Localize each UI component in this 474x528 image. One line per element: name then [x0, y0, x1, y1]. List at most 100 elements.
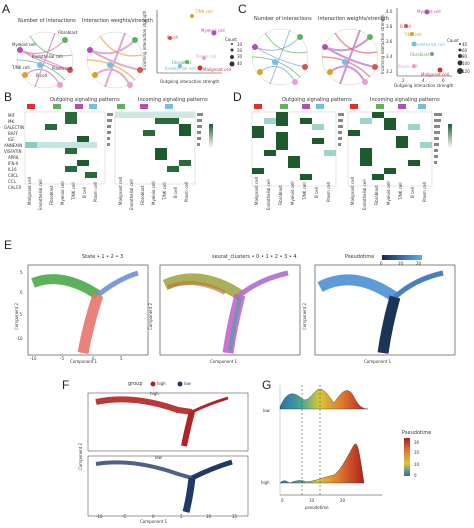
- f-xtick-0: -10: [96, 514, 103, 519]
- b-col-out-5: B cell: [82, 187, 87, 198]
- f-sub-high: high: [150, 391, 159, 396]
- c-circle-plots: [251, 28, 379, 86]
- e-pt-tick-1: 10: [398, 261, 404, 266]
- b-row-2: GALECTIN: [4, 125, 24, 130]
- g-legend-v1: 20: [414, 450, 420, 455]
- panel-label-c: C: [238, 2, 247, 16]
- b-row-1: MK: [8, 119, 15, 124]
- a-circle-plots: [16, 31, 144, 89]
- f-xlabel: Component 1: [140, 519, 168, 524]
- panel-label-f: F: [62, 378, 70, 392]
- c-ytick-1: 3.8: [386, 24, 393, 29]
- f-ylabel: Component 2: [78, 442, 83, 470]
- c-ytick-4: 3.2: [386, 69, 393, 74]
- b-row-8: IFN-II: [8, 161, 19, 166]
- g-legend-bar: [404, 438, 410, 476]
- panel-label-e: E: [4, 238, 13, 252]
- f-legend-dots: [150, 381, 183, 387]
- a-legend-v2: 30: [237, 54, 243, 59]
- b-row-7: APRIL: [8, 155, 20, 160]
- a-circle1-title: Number of interactions: [18, 18, 76, 24]
- b-row-5: ANNEXIN: [4, 143, 23, 148]
- a-legend-v1: 20: [237, 48, 243, 53]
- c-legend-title: Count: [447, 38, 459, 43]
- g-xtick-1: 10: [309, 498, 315, 503]
- c-legend-v3: 100: [462, 61, 470, 66]
- f-legend-low: low: [184, 381, 191, 386]
- g-legend-title: Pseudotime: [402, 430, 432, 436]
- b-row-4: IGF: [8, 137, 15, 142]
- b-col-out-4: T/NK cell: [71, 182, 76, 200]
- e-ylabel-2: Component 2: [148, 302, 153, 330]
- e-xlabel-2: Component 1: [210, 359, 238, 364]
- f-xtick-4: 10: [206, 514, 212, 519]
- b-col-in-4: T/NK cell: [162, 182, 167, 200]
- a-node-endothelial: Endothelial cell: [32, 54, 63, 59]
- f-xtick-3: 5: [180, 514, 183, 519]
- d-col-in-2: Fibroblast: [374, 185, 379, 205]
- d-col-in-0: Malignant cell: [350, 177, 355, 205]
- a-pt-myeloid: Myeloid cell: [201, 28, 225, 33]
- b-row-3: BAFF: [8, 131, 19, 136]
- d-col-in-1: Endothelial cell: [362, 179, 367, 210]
- b-incoming-title: Incoming signaling patterns: [138, 97, 208, 103]
- c-pt-endo: Endothelial cell: [414, 42, 445, 47]
- c-xtick-2: 6: [442, 78, 445, 83]
- a-ylabel: Incoming interaction strength: [142, 10, 147, 70]
- g-row-low: low: [263, 408, 270, 413]
- g-xlabel: pseudotime: [305, 505, 329, 510]
- c-legend-v4: 120: [462, 69, 470, 74]
- d-incoming-title: Incoming signaling patterns: [370, 97, 440, 103]
- a-pt-malignant: Malignant cell: [203, 67, 231, 72]
- a-legend-v3: 40: [237, 61, 243, 66]
- d-col-in-5: B cell: [410, 187, 415, 198]
- g-ridgeline-plot: [279, 385, 382, 496]
- b-col-out-6: Plasm cell: [93, 181, 98, 202]
- g-row-high: high: [261, 480, 270, 485]
- b-col-in-6: Plasm cell: [184, 181, 189, 202]
- g-legend-v3: 0: [414, 473, 417, 478]
- panel-label-g: G: [262, 378, 272, 392]
- b-row-6: VISFATIN: [4, 149, 22, 154]
- b-row-11: CCL: [8, 179, 16, 184]
- a-node-bcell: B cell: [36, 73, 47, 78]
- c-pt-bcell: B cell: [400, 24, 411, 29]
- e-ylabel-3: Component 2: [302, 302, 307, 330]
- b-heatmaps: [24, 104, 213, 185]
- g-xtick-0: 0: [281, 498, 284, 503]
- a-legend-title: Count: [225, 37, 237, 42]
- e-clusters-legend: seurat_clusters • 0 • 1 • 2 • 3 • 4: [212, 254, 297, 260]
- panel-label-d: D: [233, 90, 242, 104]
- c-ytick-3: 3.4: [386, 54, 393, 59]
- c-ytick-2: 3.6: [386, 39, 393, 44]
- f-legend-title: group: [128, 381, 143, 387]
- b-col-out-2: Fibroblast: [49, 185, 54, 205]
- b-col-in-3: Myeloid cell: [151, 181, 156, 205]
- g-xtick-2: 20: [340, 498, 346, 503]
- c-ytick-0: 4.0: [386, 9, 393, 14]
- a-xlabel: Outgoing interaction strength: [160, 79, 220, 84]
- a-pt-tnk: T/NK cell: [195, 9, 213, 14]
- c-circle2-title: Interaction weights/strength: [318, 16, 389, 22]
- d-heatmaps: [251, 104, 452, 187]
- d-col-out-1: Endothelial cell: [266, 179, 271, 210]
- c-xtick-0: 2: [402, 78, 405, 83]
- b-col-in-1: Endothelial cell: [129, 179, 134, 210]
- c-xlabel: Outgoing interaction strength: [394, 83, 454, 88]
- c-pt-fibro: Fibroblast: [410, 52, 430, 57]
- b-row-9: IL16: [8, 167, 17, 172]
- c-circle1-title: Number of interactions: [254, 16, 312, 22]
- a-pt-endo: Endothelial cell: [165, 66, 196, 71]
- b-col-in-5: B cell: [173, 187, 178, 198]
- b-row-10: CXCL: [8, 173, 19, 178]
- d-col-in-6: Plasm cell: [422, 181, 427, 202]
- f-trajectory-plot: [87, 392, 249, 517]
- a-node-plasm: Plasm cell: [52, 66, 73, 71]
- b-row-12: CALCR: [8, 185, 22, 190]
- a-pt-fibro: Fibroblast: [172, 60, 192, 65]
- a-node-fibroblast: Fibroblast: [58, 30, 78, 35]
- c-pt-myeloid: Myeloid cell: [417, 9, 441, 14]
- e-state-legend: State • 1 • 2 • 3: [82, 254, 124, 260]
- d-col-out-5: B cell: [314, 187, 319, 198]
- a-node-myeloid: Myeloid cell: [12, 42, 36, 47]
